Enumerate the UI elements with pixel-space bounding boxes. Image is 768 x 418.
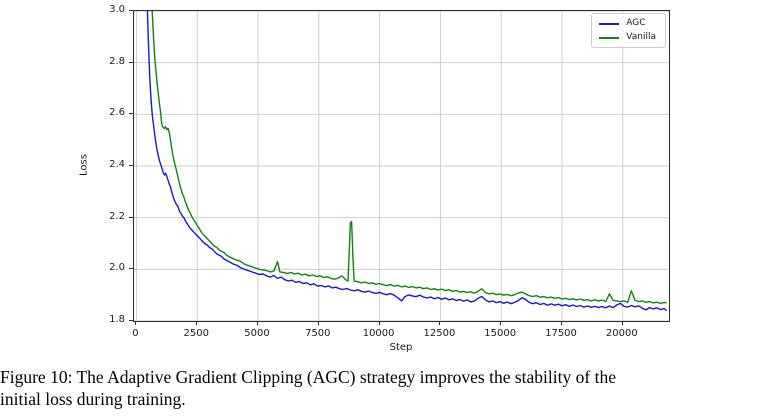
chart-legend: AGC Vanilla (591, 13, 666, 48)
series-line-vanilla (151, 11, 667, 305)
series-line-agc (146, 11, 668, 312)
y-tick-label: 1.8 (109, 314, 125, 325)
x-tick-label: 20000 (605, 328, 638, 339)
x-tick-label: 5000 (244, 328, 270, 339)
y-tickmark (129, 113, 133, 115)
y-tick-label: 2.0 (109, 262, 125, 274)
legend-item-agc: AGC (599, 19, 656, 28)
figure-caption-line2: initial loss during training. (0, 389, 186, 409)
x-tickmark (317, 321, 319, 325)
x-tickmark (500, 321, 502, 325)
agc-line-swatch (599, 22, 620, 25)
x-tickmark (378, 321, 380, 325)
legend-label-vanilla: Vanilla (626, 32, 656, 42)
y-tickmark (129, 216, 133, 218)
x-tick-label: 2500 (183, 328, 209, 339)
legend-label-agc: AGC (626, 18, 646, 28)
x-tickmark (561, 321, 562, 325)
x-tickmark (196, 321, 198, 325)
x-tick-label: 17500 (545, 328, 577, 339)
y-tick-label: 3.0 (109, 4, 125, 15)
y-tick-label: 2.4 (109, 159, 125, 170)
legend-item-vanilla: Vanilla (599, 33, 656, 42)
loss-chart-plot-area: AGC Vanilla (133, 10, 670, 322)
figure-caption-line1: Figure 10: The Adaptive Gradient Clippin… (0, 367, 616, 387)
x-tickmark (439, 321, 441, 325)
x-tickmark (621, 321, 623, 325)
figure-caption: Figure 10: The Adaptive Gradient Clippin… (0, 366, 768, 410)
chart-canvas (134, 11, 669, 321)
x-tickmark (257, 321, 259, 325)
y-tick-label: 2.8 (109, 55, 125, 67)
y-tickmark (129, 61, 133, 63)
x-tick-label: 7500 (305, 328, 331, 339)
x-tick-label: 12500 (423, 328, 456, 339)
y-tick-label: 2.6 (109, 107, 125, 119)
y-tickmark (129, 10, 133, 11)
x-axis-label: Step (389, 342, 413, 353)
vanilla-line-swatch (599, 36, 620, 39)
y-axis-label: Loss (78, 154, 90, 176)
y-tickmark (129, 320, 133, 321)
x-tick-label: 15000 (484, 328, 517, 339)
y-tick-label: 2.2 (109, 210, 125, 222)
y-tickmark (129, 268, 133, 270)
x-tickmark (135, 321, 137, 325)
x-tick-label: 0 (132, 328, 139, 339)
y-tickmark (129, 165, 133, 166)
x-tick-label: 10000 (362, 328, 395, 339)
